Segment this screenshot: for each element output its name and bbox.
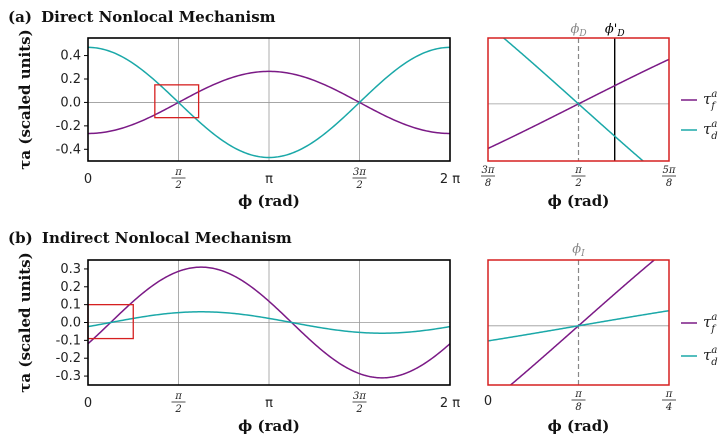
b-main-xtick-label-4: 2 π bbox=[440, 396, 460, 411]
a-main-ytick-label-2: 0.0 bbox=[60, 95, 81, 110]
b-main-xtick-label-3-den: 2 bbox=[355, 404, 362, 415]
a-main-xlabel: ϕ (rad) bbox=[238, 192, 300, 210]
b-zoom-frame bbox=[487, 259, 670, 386]
a-main-xtick-label-1-den: 2 bbox=[174, 180, 181, 191]
panel-b-title-text: Indirect Nonlocal Mechanism bbox=[42, 229, 292, 247]
b-legend-label-f: τa f bbox=[703, 312, 717, 335]
b-main-xtick-label-1-num: π bbox=[174, 391, 182, 402]
b-main-xtick-label-2: π bbox=[265, 396, 273, 411]
b-main-series-tau-f bbox=[88, 266, 450, 379]
a-zoom-xtick-label-0-num: 3π bbox=[482, 165, 495, 176]
b-main-xlabel: ϕ (rad) bbox=[238, 417, 300, 435]
b-main-ytick-label-4: -0.1 bbox=[56, 333, 81, 348]
b-zoom-xtick-label-1: π8 bbox=[571, 389, 586, 413]
b-zoom-xtick-label-2: π4 bbox=[662, 389, 676, 413]
a-zoom-xtick-label-2-den: 8 bbox=[666, 178, 672, 189]
a-main-xtick-label-4: 2 π bbox=[440, 172, 460, 187]
chart-layer: 0.40.20.0-0.2-0.40 π2 π 3π2 2 πϕ (rad)τa (sc… bbox=[16, 22, 718, 435]
a-zoom-xtick-label-1-num: π bbox=[574, 165, 582, 176]
a-legend-label-f: τa f bbox=[703, 89, 717, 112]
b-main-ytick-label-2: 0.1 bbox=[60, 298, 81, 313]
a-main-zoom-box bbox=[154, 84, 200, 119]
a-main-xtick-label-0: 0 bbox=[84, 172, 92, 187]
panel-a-title: (a) Direct Nonlocal Mechanism bbox=[8, 8, 276, 26]
a-zoom-xtick-label-2: 5π8 bbox=[662, 165, 676, 189]
b-zoom-xtick-label-0: 0 bbox=[484, 394, 492, 409]
b-main-ylabel: τa (scaled units) bbox=[16, 252, 34, 392]
a-zoom-label-phiDprime: ϕ'D bbox=[605, 22, 625, 39]
b-main-ytick-label-1: 0.2 bbox=[60, 280, 81, 295]
b-zoom-xtick-label-1-den: 8 bbox=[575, 402, 581, 413]
panel-b-label: (b) bbox=[8, 229, 33, 247]
a-zoom-xtick-label-1-den: 2 bbox=[574, 178, 581, 189]
b-zoom-label-phiI: ϕI bbox=[572, 242, 585, 259]
a-main-xtick-label-2: π bbox=[265, 172, 273, 187]
b-main-xtick-label-1-den: 2 bbox=[174, 404, 181, 415]
a-legend-label-d: τa d bbox=[703, 119, 718, 142]
a-main-ytick-label-1: 0.2 bbox=[60, 72, 81, 87]
a-zoom-xtick-label-2-num: 5π bbox=[663, 165, 676, 176]
a-main-xtick-label-1: π2 bbox=[171, 167, 186, 191]
panel-b-title: (b) Indirect Nonlocal Mechanism bbox=[8, 229, 292, 247]
b-main-ytick-label-3: 0.0 bbox=[60, 316, 81, 331]
b-main-ytick-label-6: -0.3 bbox=[56, 369, 81, 384]
b-zoom-series-tau-d bbox=[488, 309, 669, 342]
a-main-xtick-label-3: 3π2 bbox=[352, 167, 367, 191]
b-main-ytick-label-0: 0.3 bbox=[60, 262, 81, 277]
a-main-series-tau-f bbox=[88, 70, 450, 135]
a-zoom-xtick-label-0-den: 8 bbox=[485, 178, 491, 189]
a-main-series-tau-d bbox=[88, 46, 450, 159]
a-zoom-label-phiD: ϕD bbox=[570, 22, 586, 39]
b-main-xtick-label-1: π2 bbox=[171, 391, 186, 415]
b-zoom-xtick-label-1-num: π bbox=[574, 389, 582, 400]
a-zoom-xtick-label-0: 3π8 bbox=[481, 165, 495, 189]
a-zoom-xtick-label-1: π2 bbox=[571, 165, 586, 189]
b-zoom-xlabel: ϕ (rad) bbox=[548, 417, 610, 435]
a-main-xtick-label-3-den: 2 bbox=[355, 180, 362, 191]
a-main-ylabel: τa (scaled units) bbox=[16, 29, 34, 169]
a-zoom-series-tau-d bbox=[502, 38, 645, 161]
b-main-series-tau-d bbox=[88, 311, 450, 334]
a-main-xtick-label-1-num: π bbox=[174, 167, 182, 178]
a-zoom-frame bbox=[487, 37, 670, 162]
a-zoom-xlabel: ϕ (rad) bbox=[548, 192, 610, 210]
panel-a-label: (a) bbox=[8, 8, 32, 26]
b-main-xtick-label-0: 0 bbox=[84, 396, 92, 411]
b-main-xtick-label-3: 3π2 bbox=[352, 391, 367, 415]
b-zoom-xtick-label-2-num: π bbox=[665, 389, 673, 400]
a-main-ytick-label-3: -0.2 bbox=[56, 119, 81, 134]
a-main-xtick-label-3-num: 3π bbox=[353, 167, 366, 178]
b-main-ytick-label-5: -0.2 bbox=[56, 351, 81, 366]
b-main-xtick-label-3-num: 3π bbox=[353, 391, 366, 402]
a-main-ytick-label-4: -0.4 bbox=[56, 142, 81, 157]
a-main-ytick-label-0: 0.4 bbox=[60, 49, 81, 64]
b-zoom-xtick-label-2-den: 4 bbox=[665, 402, 672, 413]
a-main-frame bbox=[87, 37, 451, 162]
b-legend-label-d: τa d bbox=[703, 345, 718, 368]
panel-a-title-text: Direct Nonlocal Mechanism bbox=[41, 8, 275, 26]
